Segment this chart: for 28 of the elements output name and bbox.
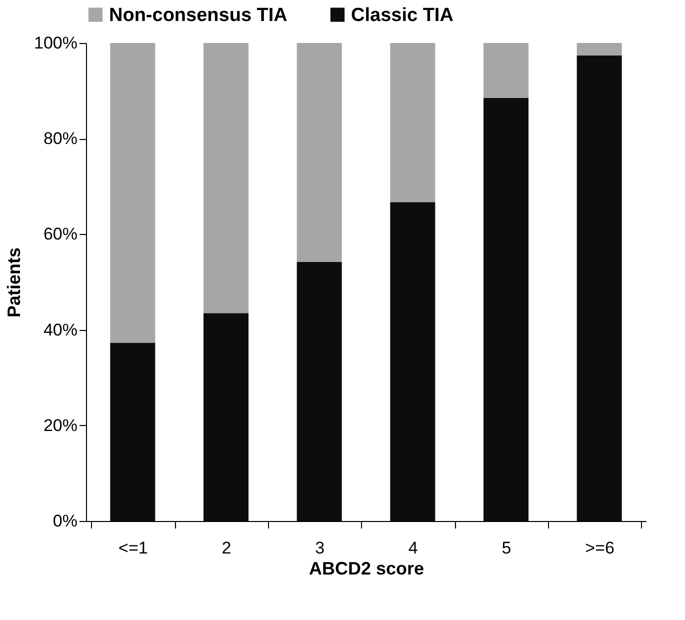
bar bbox=[576, 43, 622, 56]
x-tick-label: 5 bbox=[502, 538, 512, 558]
x-tick-label: >=6 bbox=[585, 538, 614, 558]
x-tick-label: 3 bbox=[315, 538, 325, 558]
legend-label: Classic TIA bbox=[351, 4, 454, 26]
bar bbox=[204, 43, 248, 314]
y-tick-label: 60% bbox=[43, 224, 78, 244]
x-axis-title: ABCD2 score bbox=[308, 558, 424, 578]
y-tick-label: 20% bbox=[43, 416, 78, 435]
y-axis-title: Patients bbox=[4, 247, 24, 318]
bar bbox=[484, 43, 528, 98]
bar bbox=[296, 43, 342, 262]
y-tick-label: 100% bbox=[34, 34, 78, 52]
y-tick-label: 80% bbox=[43, 129, 78, 148]
x-tick-label: 2 bbox=[222, 538, 232, 558]
bar bbox=[576, 55, 622, 521]
y-tick-label: 40% bbox=[43, 320, 78, 340]
bar bbox=[484, 98, 528, 521]
x-tick-label: <=1 bbox=[118, 538, 148, 558]
bar bbox=[390, 43, 436, 202]
bar bbox=[204, 313, 248, 521]
x-tick-label: 4 bbox=[408, 538, 418, 558]
bar bbox=[110, 43, 156, 343]
bar bbox=[296, 262, 342, 521]
y-tick-label: 0% bbox=[52, 512, 78, 530]
legend-label: Non-consensus TIA bbox=[109, 4, 288, 26]
bar bbox=[110, 342, 156, 521]
bar bbox=[390, 202, 436, 521]
